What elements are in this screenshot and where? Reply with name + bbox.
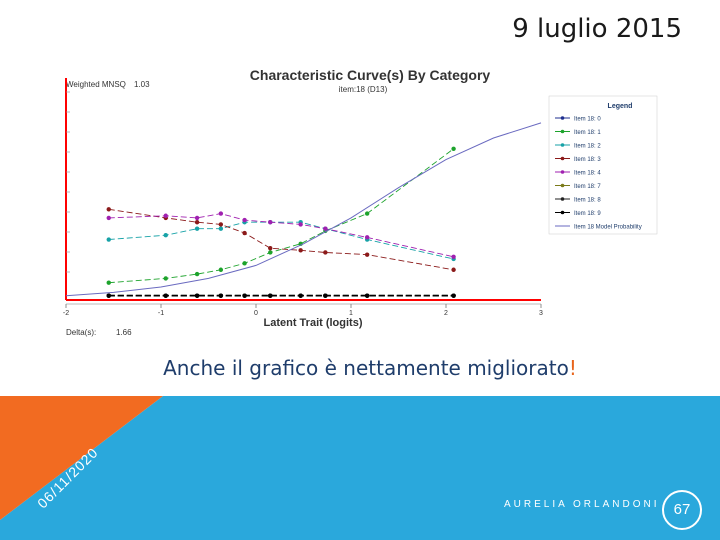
page-number: 67 — [662, 490, 702, 530]
weighted-mnsq-value: 1.03 — [134, 80, 150, 89]
series-line-3 — [108, 208, 454, 271]
chart-subtitle: item:18 (D13) — [339, 85, 388, 94]
footer-author: AURELIA ORLANDONI — [504, 499, 660, 510]
slide-title: 9 luglio 2015 — [512, 14, 682, 44]
data-point — [268, 220, 273, 225]
data-point — [106, 237, 111, 242]
data-point — [323, 250, 328, 255]
legend-swatch-marker — [560, 170, 565, 174]
legend-label: Item 18: 2 — [574, 143, 601, 149]
series-line-1 — [108, 148, 454, 284]
x-tick-label: -2 — [63, 310, 69, 317]
data-point — [451, 254, 456, 259]
data-point — [298, 248, 303, 253]
caption-text: Anche il grafico è nettamente migliorato — [163, 356, 569, 380]
data-point — [163, 293, 168, 298]
data-point — [323, 226, 328, 231]
data-point — [242, 293, 247, 298]
footer-orange-shape — [0, 396, 163, 520]
data-point — [163, 233, 168, 238]
legend-swatch-marker — [560, 210, 565, 215]
x-tick-label: 0 — [254, 310, 258, 317]
legend-label: Item 18: 0 — [574, 116, 601, 122]
legend-label: Item 18: 1 — [574, 130, 601, 136]
data-point — [194, 226, 200, 231]
data-point — [268, 293, 273, 298]
data-point — [194, 271, 200, 277]
data-point — [106, 215, 111, 221]
legend-label: Item 18: 8 — [574, 197, 601, 203]
data-point — [451, 146, 456, 151]
chart-title: Characteristic Curve(s) By Category — [250, 67, 491, 83]
legend-swatch-marker — [560, 116, 565, 120]
data-point — [194, 215, 200, 221]
legend-swatch-marker — [560, 143, 565, 147]
legend-swatch-marker — [560, 156, 565, 161]
legend-label: Item 18: 7 — [574, 184, 601, 190]
data-point — [451, 267, 456, 272]
legend: Legend Item 18: 0 Item 18: 1 Item 18: 2 Ite… — [548, 95, 658, 235]
data-point — [218, 222, 224, 227]
irt-chart: Characteristic Curve(s) By Category item… — [63, 67, 658, 337]
x-tick-label: 1 — [349, 310, 353, 317]
slide-caption: Anche il grafico è nettamente migliorato… — [0, 356, 720, 380]
data-point — [218, 226, 224, 231]
data-point — [218, 293, 224, 298]
series-line-4 — [108, 213, 454, 258]
legend-label: Item 18 Model Probability — [574, 224, 642, 230]
series-line-8 — [65, 122, 542, 297]
legend-title: Legend — [608, 103, 633, 110]
plot-area: -2 -1 0 1 2 3 — [63, 78, 543, 317]
data-point — [194, 220, 200, 225]
data-point — [364, 293, 370, 298]
delta-label: Delta(s): — [66, 328, 96, 337]
legend-box — [548, 95, 658, 235]
data-point — [298, 222, 303, 227]
data-point — [268, 250, 273, 255]
caption-exclamation: ! — [568, 356, 577, 380]
data-point — [106, 207, 111, 212]
weighted-mnsq-label: Weighted MNSQ — [66, 80, 126, 89]
data-point — [323, 293, 328, 298]
data-point — [194, 293, 200, 298]
data-point — [218, 211, 224, 216]
legend-swatch-marker — [560, 129, 565, 134]
footer-blue-shape — [0, 396, 720, 540]
data-point — [218, 267, 224, 272]
x-tick-label: -1 — [158, 310, 164, 317]
data-point — [364, 211, 370, 216]
data-point — [364, 252, 370, 257]
legend-label: Item 18: 4 — [574, 170, 601, 176]
data-point — [242, 230, 247, 236]
legend-swatch-marker — [560, 183, 565, 188]
data-point — [364, 235, 370, 240]
data-point — [451, 293, 456, 298]
data-point — [163, 213, 168, 218]
x-tick-label: 3 — [539, 310, 543, 317]
data-point — [298, 293, 303, 298]
x-axis-title: Latent Trait (logits) — [264, 317, 363, 329]
footer-band — [0, 396, 720, 540]
delta-value: 1.66 — [116, 328, 132, 337]
data-point — [268, 245, 273, 251]
legend-swatch-marker — [560, 197, 565, 201]
data-point — [106, 293, 111, 298]
data-point — [242, 261, 247, 266]
data-point — [106, 280, 111, 285]
data-point — [163, 276, 168, 281]
data-point — [242, 217, 247, 223]
legend-label: Item 18: 3 — [574, 157, 601, 163]
series-line-2 — [108, 221, 454, 260]
legend-label: Item 18: 9 — [574, 211, 601, 217]
x-tick-label: 2 — [444, 310, 448, 317]
